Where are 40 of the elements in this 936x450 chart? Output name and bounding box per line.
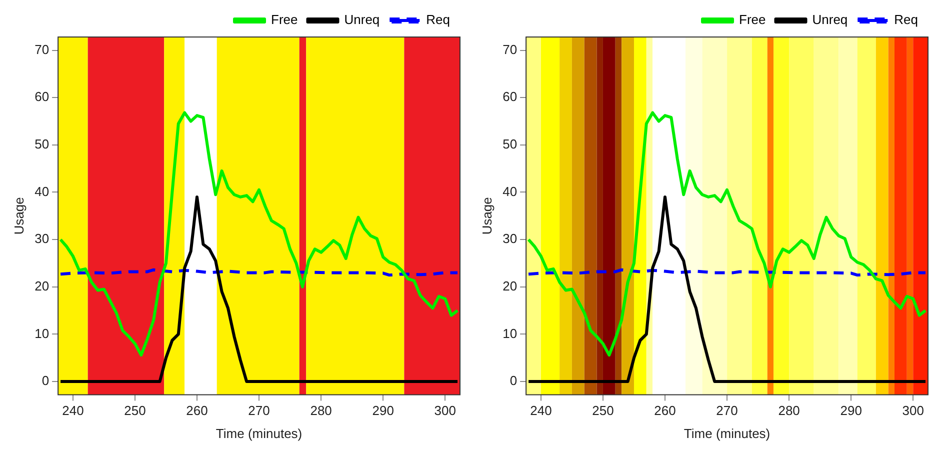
y-tick-label: 40: [34, 184, 50, 199]
y-tick-label: 70: [502, 42, 518, 57]
y-tick-label: 0: [42, 373, 50, 388]
x-tick-label: 280: [778, 403, 800, 418]
x-tick-label: 240: [530, 403, 552, 418]
legend-label: Unreq: [344, 12, 380, 28]
legend-label: Free: [271, 12, 298, 28]
x-tick-label: 240: [62, 403, 84, 418]
y-tick-label: 10: [34, 326, 50, 341]
y-axis-title: Usage: [479, 197, 494, 235]
y-tick-label: 20: [502, 278, 518, 294]
y-tick-label: 20: [34, 278, 50, 294]
y-tick-label: 0: [510, 373, 518, 388]
x-tick-label: 270: [716, 403, 738, 418]
x-axis-title: Time (minutes): [684, 426, 770, 441]
y-tick-label: 60: [502, 89, 518, 104]
x-tick-label: 290: [372, 403, 394, 418]
y-tick-label: 40: [502, 184, 518, 199]
legend-label: Req: [894, 12, 918, 28]
y-tick-label: 30: [502, 231, 518, 246]
x-tick-label: 250: [592, 403, 614, 418]
x-tick-label: 290: [840, 403, 862, 418]
x-tick-label: 250: [124, 403, 146, 418]
y-tick-label: 50: [502, 136, 518, 152]
x-tick-label: 270: [248, 403, 270, 418]
y-tick-label: 50: [34, 136, 50, 152]
x-tick-label: 260: [186, 403, 208, 418]
legend-label: Unreq: [812, 12, 848, 28]
y-axis-title: Usage: [11, 197, 26, 235]
y-tick-label: 30: [34, 231, 50, 246]
x-tick-label: 280: [310, 403, 332, 418]
y-tick-label: 60: [34, 89, 50, 104]
legend-label: Req: [426, 12, 450, 28]
x-axis-title: Time (minutes): [216, 426, 302, 441]
y-tick-label: 10: [502, 326, 518, 341]
x-tick-label: 300: [902, 403, 924, 418]
x-tick-label: 260: [654, 403, 676, 418]
x-tick-label: 300: [434, 403, 456, 418]
y-tick-label: 70: [34, 42, 50, 57]
legend-label: Free: [739, 12, 766, 28]
